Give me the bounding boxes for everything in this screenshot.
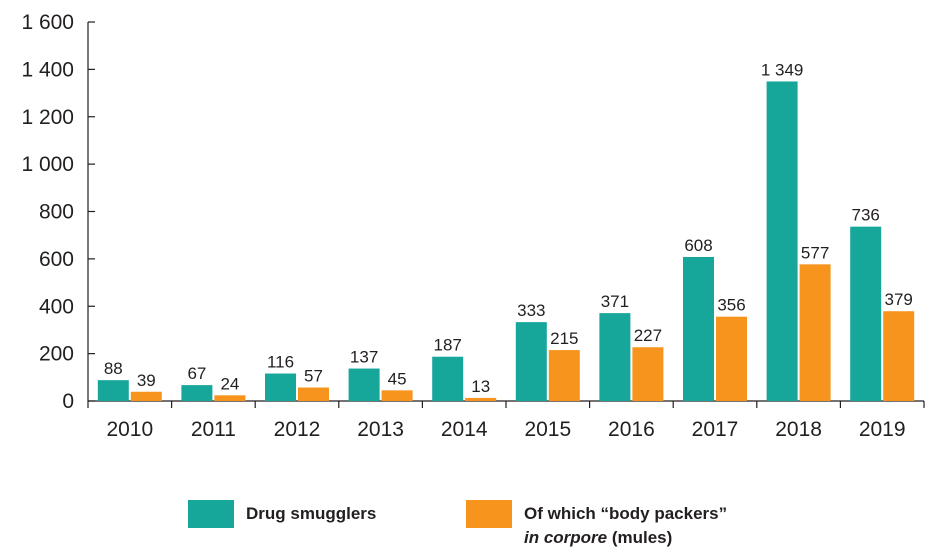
y-tick-label: 1 600 — [21, 11, 74, 34]
bar-drug-smugglers — [766, 81, 798, 401]
data-label: 57 — [304, 366, 323, 385]
y-tick-label: 0 — [62, 390, 74, 413]
x-tick-label: 2013 — [357, 418, 404, 441]
x-tick-label: 2014 — [441, 418, 488, 441]
y-tick-label: 600 — [39, 248, 74, 271]
data-label: 24 — [220, 374, 239, 393]
data-labels: 88 67 116 137 187 333 371 608 1 349 736 39 24 57 45 13… — [104, 60, 913, 395]
x-tick-label: 2018 — [775, 418, 822, 441]
data-label: 39 — [137, 371, 156, 390]
data-label: 88 — [104, 359, 123, 378]
x-tick-label: 2015 — [524, 418, 571, 441]
data-label: 736 — [852, 206, 880, 225]
bar-body-packers — [632, 347, 664, 401]
bar-drug-smugglers — [683, 256, 714, 401]
bar-body-packers — [130, 391, 162, 401]
bar-body-packers — [883, 311, 915, 401]
y-tick-label: 200 — [39, 343, 74, 366]
y-tick-label: 1 000 — [21, 153, 74, 176]
y-tick-label: 1 200 — [21, 106, 74, 129]
bar-body-packers — [548, 350, 580, 401]
data-label: 608 — [684, 236, 712, 255]
data-label: 356 — [717, 296, 745, 315]
y-tick-label: 1 400 — [21, 58, 74, 81]
data-label: 67 — [187, 364, 206, 383]
bar-body-packers — [214, 395, 246, 401]
data-label: 227 — [634, 326, 662, 345]
y-tick-label: 400 — [39, 295, 74, 318]
x-tick-label: 2012 — [274, 418, 321, 441]
bar-drug-smugglers — [348, 368, 380, 401]
x-tick-label: 2017 — [692, 418, 739, 441]
data-label: 215 — [550, 329, 578, 348]
x-tick-label: 2016 — [608, 418, 655, 441]
x-tick-label: 2010 — [106, 418, 153, 441]
data-label: 577 — [801, 243, 829, 262]
x-tick-label: 2011 — [191, 418, 236, 441]
bar-drug-smugglers — [850, 226, 882, 401]
data-label: 1 349 — [761, 60, 804, 79]
bar-drug-smugglers — [181, 385, 213, 401]
data-label: 137 — [350, 348, 378, 367]
bars — [97, 81, 915, 401]
data-label: 187 — [434, 336, 462, 355]
data-label: 116 — [267, 353, 294, 372]
bar-drug-smugglers — [515, 322, 547, 401]
bar-body-packers — [799, 264, 831, 401]
x-tick-label: 2019 — [859, 418, 906, 441]
data-label: 13 — [471, 377, 490, 396]
bar-drug-smugglers — [599, 313, 631, 401]
data-label: 371 — [601, 292, 629, 311]
y-tick-label: 800 — [39, 201, 74, 224]
bar-body-packers — [298, 387, 329, 401]
bar-body-packers — [716, 316, 747, 401]
data-label: 333 — [517, 301, 545, 320]
bar-drug-smugglers — [265, 373, 296, 401]
data-label: 379 — [885, 290, 913, 309]
axes: 0 200 400 600 800 1 000 1 200 1 400 1 600 2010 201… — [21, 11, 925, 441]
bar-body-packers — [465, 397, 497, 401]
data-label: 45 — [388, 369, 407, 388]
bar-drug-smugglers — [97, 380, 129, 401]
bar-drug-smugglers — [432, 356, 464, 401]
bar-body-packers — [381, 390, 413, 401]
